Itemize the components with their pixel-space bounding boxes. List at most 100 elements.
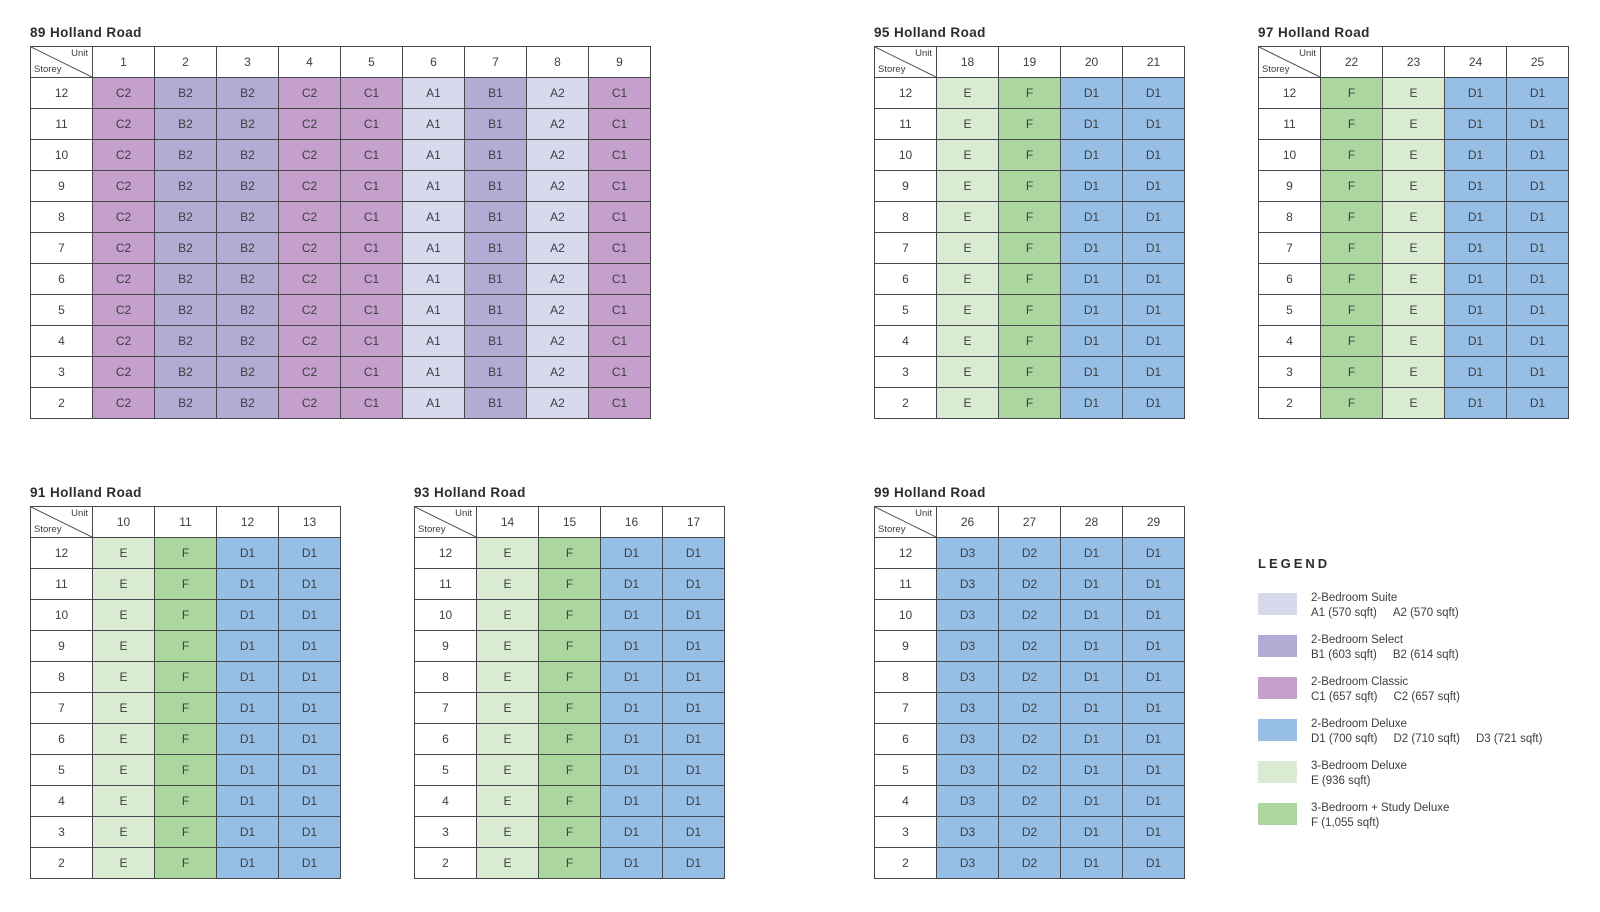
storey-label: 7 [414, 692, 477, 724]
unit-type-cell: F [538, 568, 601, 600]
storey-label: 3 [874, 816, 937, 848]
unit-type-cell: A2 [526, 108, 589, 140]
building-89-holland-road: 89 Holland Road Unit Storey 1 2 3 4 5 6 7 8 9 12 C2 B… [30, 25, 651, 419]
storey-label: 10 [874, 599, 937, 631]
storey-label: 5 [30, 294, 93, 326]
unit-type-cell: C1 [340, 263, 403, 295]
unit-type-cell: E [92, 661, 155, 693]
unit-number-header: 1 [92, 46, 155, 78]
unit-type-cell: F [154, 568, 217, 600]
unit-type-cell: C1 [588, 325, 651, 357]
storey-label: 11 [414, 568, 477, 600]
unit-type-cell: D1 [1122, 723, 1185, 755]
unit-type-cell: C1 [588, 108, 651, 140]
unit-type-cell: D1 [662, 661, 725, 693]
table-header: Unit Storey 22 23 24 25 [1258, 46, 1569, 78]
legend-size-entry: C1 (657 sqft) [1311, 690, 1378, 703]
unit-type-cell: E [92, 692, 155, 724]
unit-type-cell: D1 [1122, 201, 1185, 233]
unit-type-cell: D1 [600, 661, 663, 693]
unit-type-cell: D1 [1060, 630, 1123, 662]
unit-type-cell: C2 [278, 387, 341, 419]
diagonal-divider [875, 507, 936, 537]
unit-type-cell: D2 [998, 692, 1061, 724]
unit-type-cell: F [998, 325, 1061, 357]
unit-type-cell: D1 [216, 847, 279, 879]
unit-type-cell: D1 [216, 816, 279, 848]
unit-type-cell: E [1382, 170, 1445, 202]
table-header: Unit Storey 10 11 12 13 [30, 506, 341, 538]
unit-storey-corner-cell: Unit Storey [30, 506, 93, 538]
storey-label: 5 [30, 754, 93, 786]
unit-type-cell: D2 [998, 847, 1061, 879]
legend-size-entry: F (1,055 sqft) [1311, 816, 1380, 829]
unit-type-cell: D1 [1060, 325, 1123, 357]
storey-row: 7 F E D1 D1 [1258, 232, 1569, 264]
header-row: Unit Storey 22 23 24 25 [1258, 46, 1569, 78]
unit-type-cell: D1 [600, 754, 663, 786]
unit-type-cell: D1 [216, 599, 279, 631]
header-row: Unit Storey 26 27 28 29 [874, 506, 1185, 538]
unit-type-cell: D3 [936, 785, 999, 817]
unit-type-cell: D1 [1506, 325, 1569, 357]
unit-type-cell: D1 [1060, 816, 1123, 848]
legend-item-sizes: B1 (603 sqft) B2 (614 sqft) [1311, 648, 1459, 663]
unit-type-cell: E [92, 630, 155, 662]
unit-type-cell: D1 [600, 630, 663, 662]
unit-type-cell: A1 [402, 201, 465, 233]
diagonal-divider [31, 507, 92, 537]
unit-type-cell: D1 [1506, 139, 1569, 171]
storey-row: 3 D3 D2 D1 D1 [874, 816, 1185, 848]
storey-row: 2 F E D1 D1 [1258, 387, 1569, 419]
unit-type-cell: C2 [278, 170, 341, 202]
unit-number-header: 11 [154, 506, 217, 538]
storey-row: 7 D3 D2 D1 D1 [874, 692, 1185, 724]
unit-type-cell: D1 [1122, 139, 1185, 171]
legend-color-swatch [1258, 593, 1297, 615]
unit-type-cell: D1 [1444, 294, 1507, 326]
unit-number-header: 23 [1382, 46, 1445, 78]
storey-label: 3 [30, 356, 93, 388]
building-title: 99 Holland Road [874, 485, 986, 500]
unit-type-cell: D1 [1506, 201, 1569, 233]
unit-type-cell: B2 [216, 232, 279, 264]
unit-type-cell: C2 [278, 139, 341, 171]
storey-row: 9 F E D1 D1 [1258, 170, 1569, 202]
unit-type-cell: C2 [278, 232, 341, 264]
unit-type-cell: C1 [588, 170, 651, 202]
unit-type-cell: D3 [936, 630, 999, 662]
unit-type-cell: A2 [526, 232, 589, 264]
unit-type-cell: D2 [998, 630, 1061, 662]
unit-type-cell: F [1320, 77, 1383, 109]
storey-row: 12 E F D1 D1 [414, 537, 725, 569]
storey-row: 7 E F D1 D1 [414, 692, 725, 724]
legend-item-sizes: C1 (657 sqft) C2 (657 sqft) [1311, 690, 1460, 705]
unit-type-cell: A1 [402, 356, 465, 388]
unit-type-cell: F [998, 294, 1061, 326]
unit-type-cell: D1 [278, 661, 341, 693]
unit-type-cell: D1 [1122, 630, 1185, 662]
unit-type-cell: D1 [1122, 356, 1185, 388]
unit-type-cell: D1 [1444, 263, 1507, 295]
unit-type-cell: D1 [1122, 537, 1185, 569]
legend-item: 3-Bedroom Deluxe E (936 sqft) [1258, 759, 1542, 788]
unit-type-cell: C2 [278, 356, 341, 388]
legend-item-text: 2-Bedroom Classic C1 (657 sqft) C2 (657 sq… [1311, 675, 1460, 704]
storey-row: 10 E F D1 D1 [874, 139, 1185, 171]
unit-type-cell: B2 [216, 263, 279, 295]
unit-type-cell: D1 [278, 630, 341, 662]
unit-type-cell: D3 [936, 816, 999, 848]
unit-type-cell: F [154, 723, 217, 755]
storey-row: 6 C2 B2 B2 C2 C1 A1 B1 A2 C1 [30, 263, 651, 295]
storey-label: 7 [874, 692, 937, 724]
legend-item-name: 3-Bedroom Deluxe [1311, 760, 1407, 772]
unit-type-cell: A1 [402, 387, 465, 419]
header-row: Unit Storey 10 11 12 13 [30, 506, 341, 538]
unit-type-cell: F [154, 630, 217, 662]
storey-label: 10 [30, 599, 93, 631]
unit-type-cell: F [154, 847, 217, 879]
unit-type-cell: D2 [998, 754, 1061, 786]
storey-label: 4 [874, 785, 937, 817]
legend-item-sizes: A1 (570 sqft) A2 (570 sqft) [1311, 606, 1459, 621]
unit-type-cell: D2 [998, 816, 1061, 848]
